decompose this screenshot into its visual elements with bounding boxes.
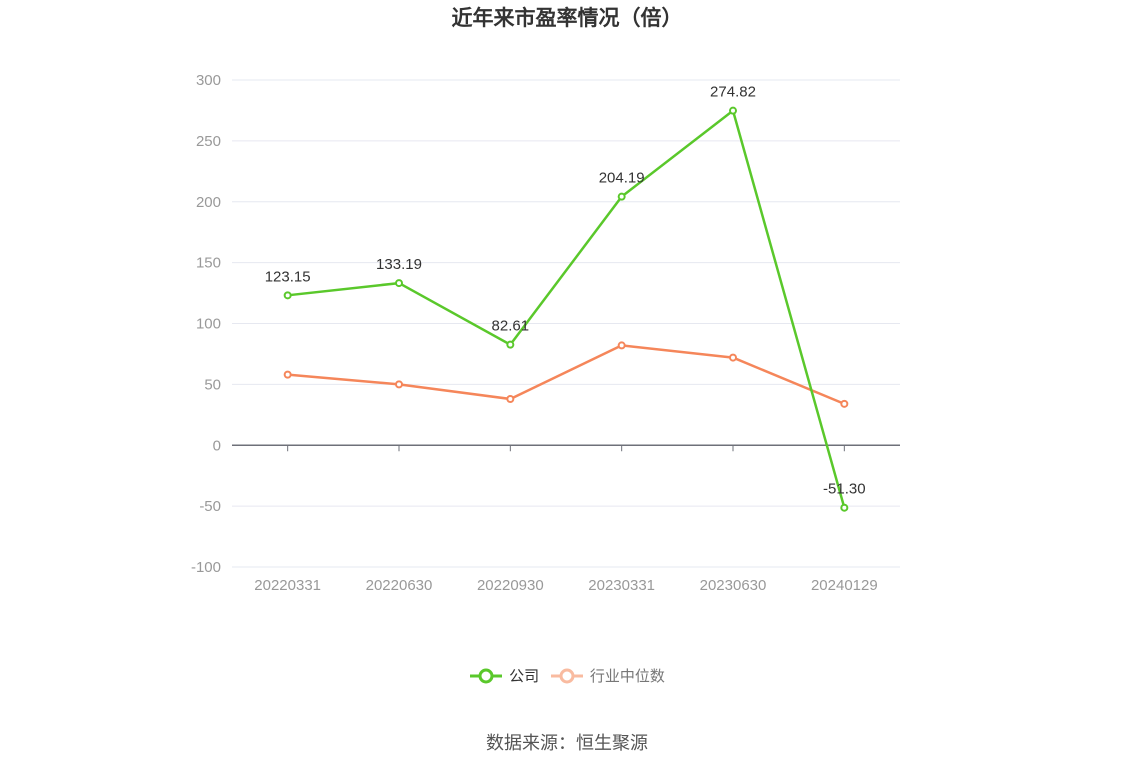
data-label: 82.61 <box>492 318 530 335</box>
data-point <box>395 279 403 288</box>
series-layer <box>283 106 849 512</box>
data-labels: 123.15 133.19 82.61 204.19 274.82 -51.30 <box>265 84 866 498</box>
data-label: -51.30 <box>823 481 866 498</box>
legend-label-industry: 行业中位数 <box>589 667 665 685</box>
data-point <box>617 192 626 201</box>
y-tick-label: 150 <box>196 255 221 272</box>
data-point <box>840 399 849 408</box>
data-point <box>395 380 403 389</box>
data-label: 204.19 <box>599 170 645 187</box>
data-point <box>506 394 515 403</box>
y-tick-label: 50 <box>204 376 221 393</box>
y-tick-label: -100 <box>191 559 221 576</box>
y-tick-label: 0 <box>213 437 221 454</box>
y-axis-labels: 300 250 200 150 100 50 0 -50 -100 <box>191 72 221 576</box>
data-label: 123.15 <box>265 268 311 285</box>
series-line-company <box>287 109 846 509</box>
data-point <box>840 503 849 512</box>
x-tick-label: 20240129 <box>811 577 878 594</box>
y-tick-label: 250 <box>196 133 221 150</box>
x-tick-label: 20220630 <box>366 577 433 594</box>
x-tick-label: 20220930 <box>477 577 544 594</box>
x-tick-label: 20230331 <box>588 577 655 594</box>
legend-line-icon <box>470 668 503 683</box>
y-tick-label: 300 <box>196 72 221 89</box>
data-point <box>729 106 737 115</box>
y-tick-label: 200 <box>196 194 221 211</box>
y-tick-label: 100 <box>196 316 221 333</box>
x-tick-label: 20220331 <box>254 577 321 594</box>
x-axis: 20220331 20220630 20220930 20230331 20230630… <box>232 444 900 594</box>
legend: 公司 行业中位数 <box>0 665 1134 688</box>
legend-item-company[interactable]: 公司 <box>469 665 539 686</box>
legend-line-icon <box>550 668 583 683</box>
data-point <box>506 340 515 349</box>
grid-lines <box>232 79 900 568</box>
series-line-industry <box>287 344 845 406</box>
data-point <box>617 341 626 350</box>
x-tick-label: 20230630 <box>700 577 767 594</box>
y-tick-label: -50 <box>199 498 221 515</box>
legend-item-industry[interactable]: 行业中位数 <box>550 665 665 686</box>
data-label: 274.82 <box>710 84 756 101</box>
data-point <box>729 353 737 362</box>
data-point <box>283 370 292 379</box>
data-point <box>283 291 292 300</box>
legend-label-company: 公司 <box>509 667 540 685</box>
data-label: 133.19 <box>376 256 422 273</box>
data-source: 数据来源：恒生聚源 <box>486 733 648 754</box>
chart-title: 近年来市盈率情况（倍） <box>451 6 683 30</box>
